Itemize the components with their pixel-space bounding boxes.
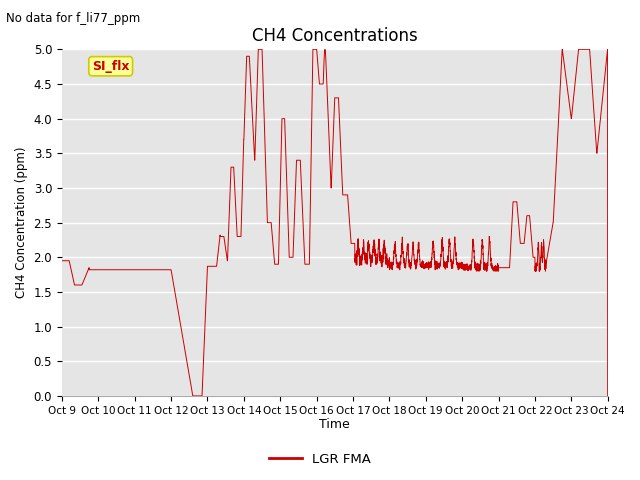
X-axis label: Time: Time <box>319 419 350 432</box>
Title: CH4 Concentrations: CH4 Concentrations <box>252 27 418 45</box>
Legend: LGR FMA: LGR FMA <box>264 447 376 471</box>
Text: SI_flx: SI_flx <box>92 60 129 73</box>
Y-axis label: CH4 Concentration (ppm): CH4 Concentration (ppm) <box>15 147 28 299</box>
Text: No data for f_li77_ppm: No data for f_li77_ppm <box>6 12 141 25</box>
